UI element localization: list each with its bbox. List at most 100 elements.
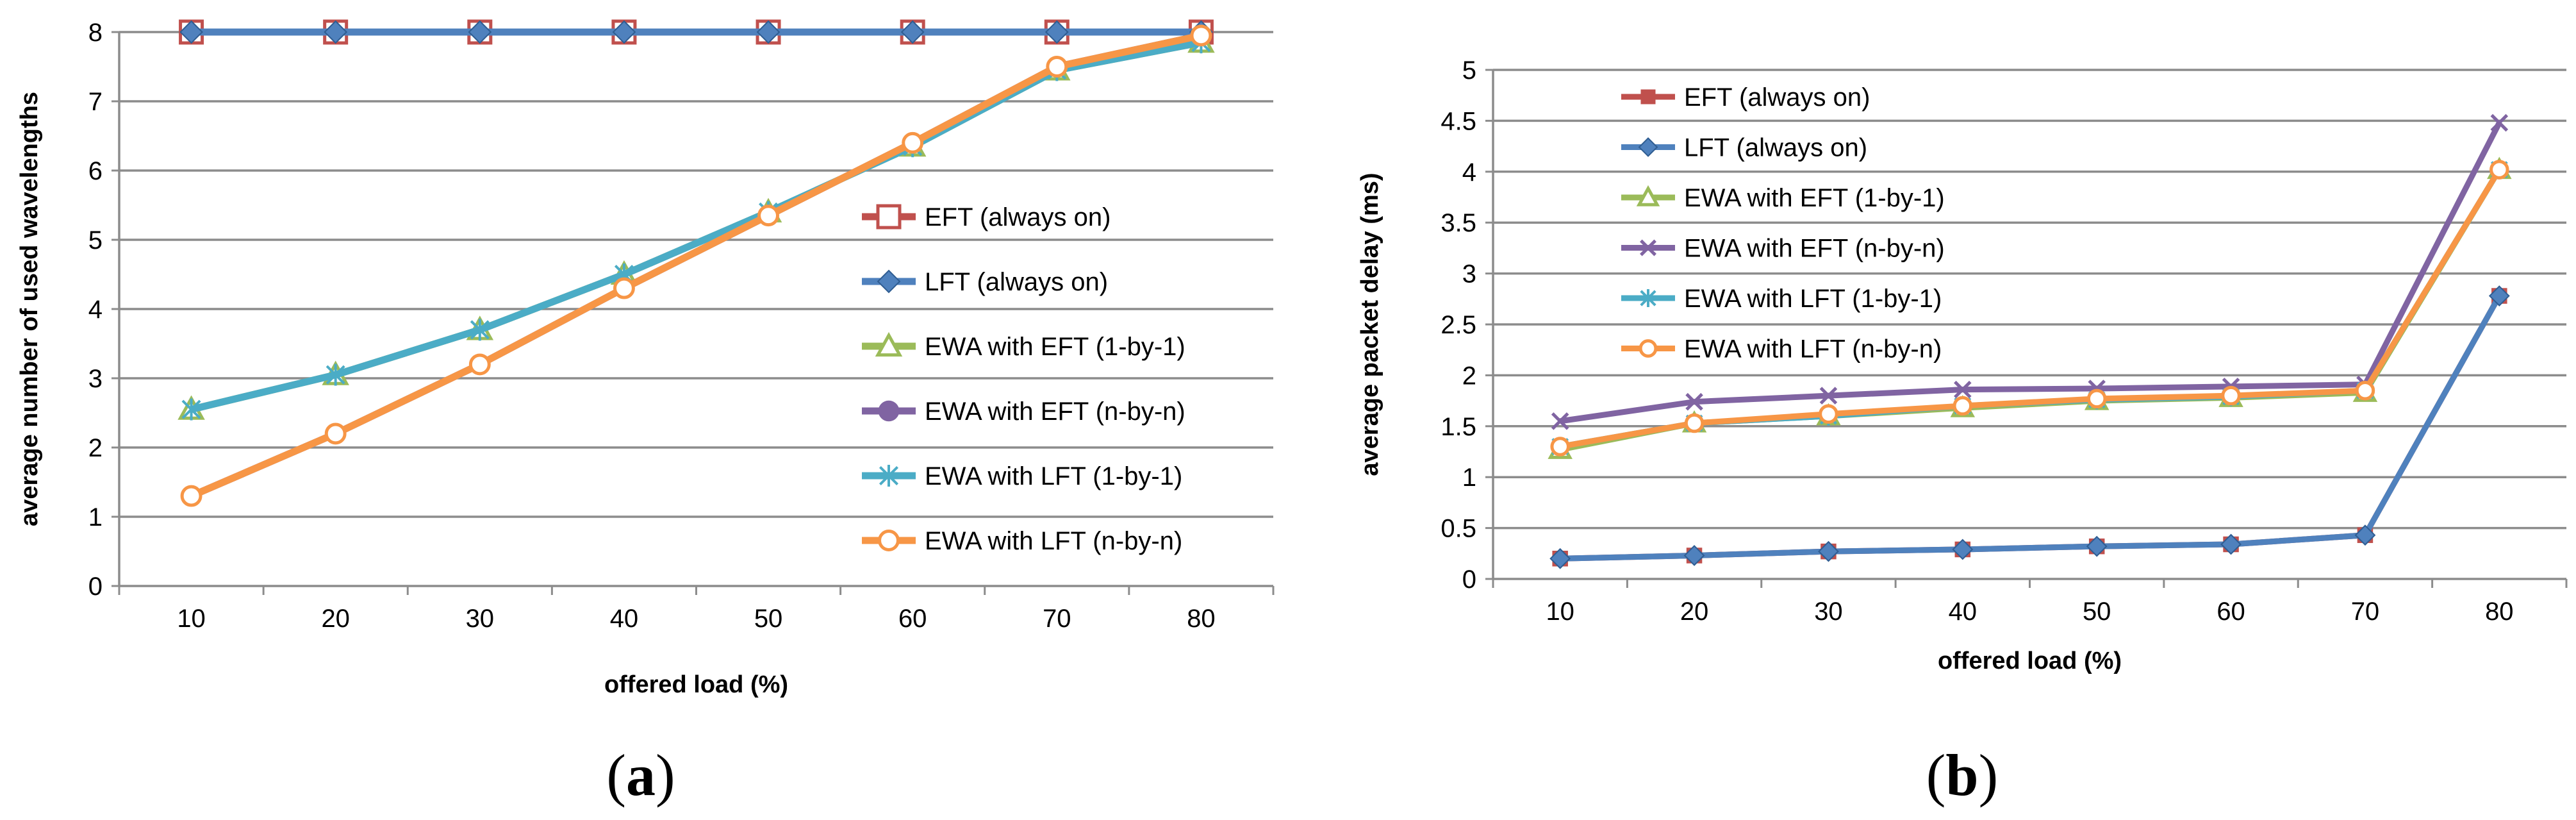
data-point — [1685, 392, 1703, 411]
legend-entry: LFT (always on) — [1621, 134, 1867, 162]
legend-marker — [877, 269, 901, 294]
series-lft-always-on — [179, 20, 1213, 44]
legend-entry: EFT (always on) — [862, 203, 1110, 231]
data-point — [1549, 548, 1571, 569]
y-tick-label: 7 — [88, 88, 103, 116]
legend-label: LFT (always on) — [925, 268, 1108, 296]
data-point — [1953, 396, 1973, 416]
series-line — [1559, 168, 2502, 449]
legend-entry: EWA with EFT (n-by-n) — [862, 397, 1185, 426]
data-point — [181, 398, 201, 421]
data-point — [1044, 20, 1069, 44]
legend-label: LFT (always on) — [1684, 134, 1867, 162]
data-point — [1683, 545, 1705, 566]
legend-marker — [879, 465, 899, 487]
y-tick-label: 5 — [88, 226, 103, 255]
legend-label: EWA with EFT (n-by-n) — [1684, 235, 1945, 263]
data-point — [1952, 539, 1974, 560]
legend-entry: EWA with LFT (1-by-1) — [862, 462, 1182, 490]
chart-b: 0 0.5 1 1.5 2 2.5 3 3.5 4 4.5 5 10 20 30 40 50 60 70 80 off… — [1357, 56, 2568, 674]
legend-label: EWA with LFT (1-by-1) — [925, 462, 1182, 490]
legend-marker — [1640, 89, 1656, 105]
data-point — [1684, 413, 1705, 433]
legend-label: EWA with LFT (n-by-n) — [1684, 335, 1942, 364]
y-tick-label: 4.5 — [1441, 107, 1476, 135]
data-point — [2488, 285, 2510, 306]
data-point — [1954, 380, 1972, 399]
legend: EFT (always on) LFT (always on) EWA with E… — [862, 203, 1185, 555]
data-point — [180, 485, 202, 507]
data-point-stroke-2 — [1954, 380, 1972, 399]
legend-marker — [876, 204, 902, 230]
y-tick-label: 5 — [1462, 56, 1476, 85]
legend-entry: EWA with EFT (1-by-1) — [862, 331, 1185, 361]
x-axis-title: offered load (%) — [1938, 648, 2122, 674]
legend-marker — [878, 400, 900, 422]
y-axis-title: average packet delay (ms) — [1357, 172, 1383, 476]
x-tick-label: 20 — [321, 605, 350, 633]
data-point — [613, 277, 635, 299]
legend-entry: LFT (always on) — [862, 268, 1108, 296]
y-tick-label: 2 — [88, 434, 103, 462]
data-point — [179, 20, 203, 44]
y-tick-label: 0.5 — [1441, 515, 1476, 543]
legend-marker — [1640, 289, 1656, 307]
legend-label: EWA with EFT (n-by-n) — [925, 397, 1185, 426]
legend-marker — [1636, 185, 1660, 206]
data-point — [902, 131, 924, 154]
data-point — [324, 423, 347, 445]
y-tick-label: 4 — [1462, 158, 1476, 187]
data-point — [468, 353, 491, 376]
data-point — [612, 20, 636, 44]
panel-label-b: (b) — [1926, 742, 1998, 808]
legend-label: EWA with EFT (1-by-1) — [925, 333, 1185, 361]
series-ewa-with-lft-n-by-n — [180, 24, 1212, 507]
y-tick-label: 3.5 — [1441, 209, 1476, 237]
data-point — [1046, 56, 1068, 78]
series-line — [1560, 294, 2502, 562]
y-axis-title: average number of used wavelengths — [16, 92, 43, 526]
data-point-stroke-2 — [1819, 387, 1838, 405]
x-tick-label: 70 — [2351, 598, 2380, 626]
x-tick-label: 10 — [1546, 598, 1574, 626]
chart-a: 0 1 2 3 4 5 6 7 8 10 20 30 40 50 60 70 80 offered load (%… — [16, 19, 1275, 698]
legend-entry: EWA with LFT (1-by-1) — [1621, 285, 1942, 313]
series-lft-always-on — [1549, 285, 2510, 569]
data-point — [1551, 412, 1569, 430]
data-point — [324, 20, 348, 44]
y-tick-label: 2 — [1462, 362, 1476, 390]
data-point — [757, 205, 780, 227]
data-point — [468, 20, 492, 44]
y-tick-label: 8 — [88, 19, 103, 47]
data-point — [2354, 524, 2376, 546]
y-tick-label: 2.5 — [1441, 311, 1476, 339]
y-tick-label: 1 — [1462, 464, 1476, 492]
data-point-stroke-2 — [1685, 392, 1703, 411]
y-tick-label: 3 — [1462, 260, 1476, 289]
legend: EFT (always on) LFT (always on) EWA with E… — [1621, 83, 1945, 364]
data-point — [2221, 385, 2241, 406]
y-tick-label: 1.5 — [1441, 413, 1476, 441]
legend-label: EFT (always on) — [1684, 83, 1870, 112]
x-tick-label: 40 — [610, 605, 639, 633]
data-point — [1819, 387, 1838, 405]
legend-entry: EWA with EFT (1-by-1) — [1621, 184, 1945, 212]
legend-marker — [878, 530, 900, 551]
y-tick-label: 0 — [88, 573, 103, 601]
legend-label: EWA with EFT (1-by-1) — [1684, 184, 1945, 212]
data-point — [1819, 404, 1838, 424]
x-tick-label: 40 — [1949, 598, 1977, 626]
data-point — [2490, 113, 2509, 132]
data-point — [900, 20, 925, 44]
legend-marker — [1638, 137, 1658, 157]
legend-label: EFT (always on) — [925, 203, 1110, 231]
panel-label-a: (a) — [606, 742, 675, 808]
x-tick-label: 30 — [1814, 598, 1843, 626]
legend-entry: EWA with LFT (n-by-n) — [862, 527, 1182, 555]
data-point — [326, 364, 345, 386]
y-tick-label: 0 — [1462, 565, 1476, 594]
y-tick-label: 1 — [88, 503, 103, 531]
legend-label: EWA with LFT (n-by-n) — [925, 527, 1182, 555]
legend-marker — [1639, 339, 1658, 358]
